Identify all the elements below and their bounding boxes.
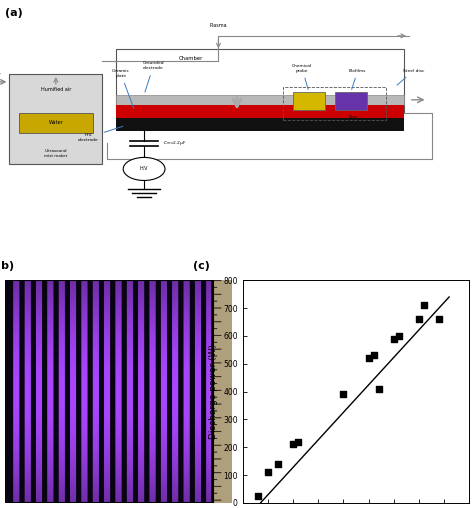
Text: Plasma: Plasma <box>210 23 227 28</box>
Y-axis label: Discharge power (W): Discharge power (W) <box>209 344 218 439</box>
Text: $C_m$=2.2μF: $C_m$=2.2μF <box>163 139 186 147</box>
Text: Air: Air <box>0 72 2 77</box>
Text: Steel disc: Steel disc <box>397 69 424 85</box>
Text: Ultrasound
mist maker: Ultrasound mist maker <box>44 149 67 158</box>
Point <box>294 437 302 446</box>
Point <box>395 332 402 340</box>
Point <box>420 301 428 309</box>
Bar <box>18 113 93 133</box>
Bar <box>335 92 367 110</box>
Text: Water: Water <box>48 120 63 125</box>
Bar <box>116 49 404 113</box>
Text: H.V.
electrode: H.V. electrode <box>78 126 123 142</box>
Bar <box>9 74 102 164</box>
Point <box>339 390 347 398</box>
Point <box>289 440 297 449</box>
Point <box>435 315 443 323</box>
Text: Ceramic
plate: Ceramic plate <box>112 69 134 109</box>
Bar <box>116 94 404 105</box>
Point <box>274 460 282 468</box>
Point <box>375 385 383 393</box>
Text: 3cm: 3cm <box>348 115 357 119</box>
Point <box>370 352 377 360</box>
Text: Chemical
probe: Chemical probe <box>292 64 312 89</box>
Text: Biofilms: Biofilms <box>349 69 366 89</box>
Text: (b): (b) <box>0 262 14 271</box>
Point <box>390 335 398 343</box>
Bar <box>283 87 386 120</box>
Text: (a): (a) <box>5 8 22 18</box>
Circle shape <box>123 157 165 180</box>
Point <box>365 354 373 362</box>
Text: Chamber: Chamber <box>178 56 203 61</box>
Text: H.V: H.V <box>140 167 148 171</box>
Point <box>415 315 423 323</box>
Point <box>264 468 272 477</box>
Bar <box>116 105 404 118</box>
Point <box>254 492 262 500</box>
Text: (c): (c) <box>193 262 210 271</box>
Text: Grounded
electrode: Grounded electrode <box>143 61 164 92</box>
Bar <box>293 92 325 110</box>
Text: Humified air: Humified air <box>41 87 71 92</box>
Bar <box>116 118 404 131</box>
